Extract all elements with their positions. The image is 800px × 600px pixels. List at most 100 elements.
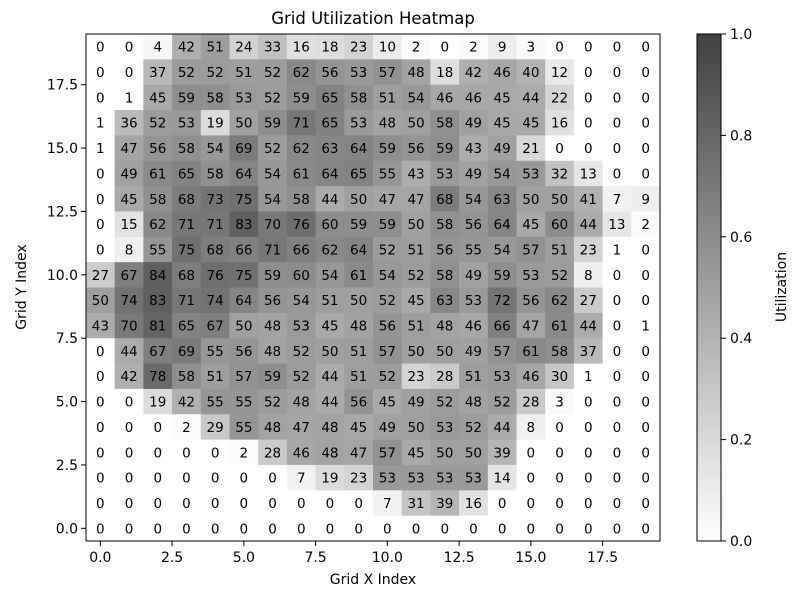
cell-value-label: 33 [264,40,281,56]
heatmap-cell [373,236,403,263]
heatmap-cell [373,84,403,111]
cell-value-label: 50 [92,293,109,309]
colorbar [696,33,722,542]
heatmap-cell [172,135,202,162]
cell-value-label: 51 [551,242,568,258]
heatmap-cell [631,262,661,288]
heatmap-cell [143,490,173,517]
heatmap-cell [172,186,202,212]
cell-value-label: 1 [96,141,105,157]
cell-value-label: 44 [321,192,338,208]
cell-value-label: 56 [436,242,453,258]
heatmap-cell [86,439,116,466]
heatmap-cell [114,59,144,86]
cell-value-label: 46 [293,445,310,461]
heatmap-cell [229,338,259,364]
cell-value-label: 0 [440,521,449,537]
cell-value-label: 14 [494,471,511,487]
heatmap-cell [315,84,345,111]
cell-value-label: 71 [178,217,195,233]
heatmap-cell [114,490,144,517]
heatmap-cell [459,312,489,339]
heatmap-cell [172,338,202,364]
x-tick-label: 5.0 [233,550,255,566]
cell-value-label: 42 [178,395,195,411]
cell-value-label: 52 [264,65,281,81]
cell-value-label: 58 [436,268,453,284]
heatmap-cell [573,464,603,491]
heatmap-cell [631,211,661,238]
heatmap-cells [86,34,661,542]
cell-value-label: 44 [580,319,597,335]
heatmap-cell [373,262,403,288]
heatmap-cell [373,287,403,314]
cell-value-label: 61 [293,166,310,182]
heatmap-cell [516,59,546,86]
cell-value-label: 24 [235,40,252,56]
cell-value-label: 43 [407,166,424,182]
heatmap-cell [516,490,546,517]
heatmap-cell [200,287,230,314]
heatmap-cell [172,160,202,187]
heatmap-cell [143,236,173,263]
heatmap-cell [602,211,632,238]
heatmap-cell [315,439,345,466]
heatmap-cell [143,262,173,288]
heatmap-cell [401,414,431,440]
heatmap-cell [430,211,460,238]
cell-value-label: 0 [96,344,105,360]
heatmap-cell [401,388,431,415]
heatmap-cell [516,236,546,263]
heatmap-cell [545,287,575,314]
cell-value-label: 0 [527,471,536,487]
cell-value-label: 15 [120,217,137,233]
cell-value-label: 49 [407,395,424,411]
cell-value-label: 52 [207,65,224,81]
heatmap-cell [545,211,575,238]
x-tick-label: 10.0 [372,550,403,566]
heatmap-cell [286,363,316,390]
cell-value-label: 64 [321,166,338,182]
cell-value-label: 0 [125,445,134,461]
cell-value-label: 7 [613,192,622,208]
cell-value-label: 57 [379,65,396,81]
cell-value-label: 43 [465,141,482,157]
cell-value-label: 44 [494,420,511,436]
cell-value-label: 50 [321,344,338,360]
heatmap-cell [602,186,632,212]
cell-value-label: 66 [494,319,511,335]
cell-value-label: 16 [293,40,310,56]
cell-value-label: 55 [149,242,166,258]
cell-value-label: 50 [407,344,424,360]
cell-value-label: 0 [498,521,507,537]
cell-value-label: 53 [235,90,252,106]
heatmap-cell [430,186,460,212]
cell-value-label: 2 [469,40,478,56]
heatmap-cell [229,59,259,86]
heatmap-cell [229,84,259,111]
heatmap-cell [86,236,116,263]
cell-value-label: 63 [321,141,338,157]
cell-value-label: 60 [551,217,568,233]
cell-value-label: 62 [321,242,338,258]
heatmap-cell [631,160,661,187]
cell-value-label: 75 [235,192,252,208]
heatmap-cell [286,439,316,466]
heatmap-cell [401,338,431,364]
heatmap-cell [172,34,202,60]
heatmap-cell [114,464,144,491]
colorbar-tick-label: 0.0 [730,534,752,550]
heatmap-cell [200,84,230,111]
cell-value-label: 68 [178,268,195,284]
heatmap-cell [459,338,489,364]
cell-value-label: 72 [494,293,511,309]
heatmap-cell [631,490,661,517]
cell-value-label: 64 [350,141,367,157]
heatmap-cell [315,211,345,238]
cell-value-label: 52 [465,420,482,436]
heatmap-cell [286,135,316,162]
cell-value-label: 0 [613,369,622,385]
heatmap-cell [573,211,603,238]
heatmap-cell [200,515,230,542]
heatmap-cell [86,363,116,390]
